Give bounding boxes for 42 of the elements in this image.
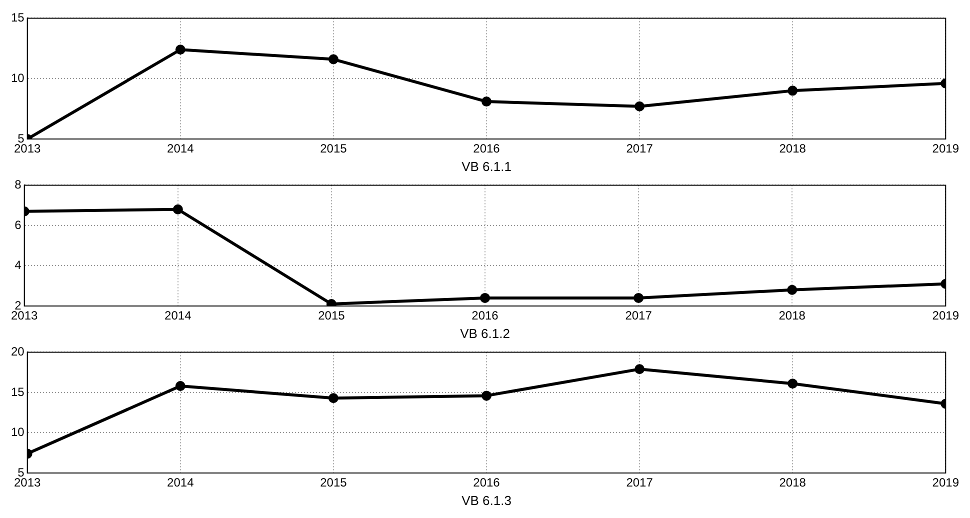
point [787,284,798,295]
point [634,292,644,303]
point [634,101,645,112]
point [480,292,490,303]
y-tick-label: 6 [14,218,22,232]
x-axis-title: VB 6.1.1 [462,158,512,174]
point [788,86,798,96]
x-tick-label: 2014 [164,308,192,323]
y-tick-label: 8 [14,178,22,192]
x-tick-label: 2016 [473,476,500,490]
point [634,364,645,374]
point [175,44,186,55]
y-tick-label: 15 [10,10,25,25]
point [788,378,798,389]
x-tick-label: 2017 [625,308,652,323]
x-tick-label: 2016 [472,308,499,323]
y-tick-label: 15 [10,384,25,399]
x-tick-label: 2018 [779,476,806,490]
y-tick-label: 20 [10,344,25,359]
y-tick-label: 10 [10,70,25,85]
y-tick-label: 10 [10,425,25,440]
x-tick-label: 2015 [318,308,346,323]
x-tick-label: 2018 [778,308,806,323]
x-tick-label: 2015 [320,476,348,490]
x-axis-title: VB 6.1.2 [460,326,510,341]
y-tick-label: 4 [14,258,22,272]
point [482,390,492,401]
x-tick-label: 2018 [779,142,806,156]
point [328,54,338,64]
point [482,96,492,107]
x-tick-label: 2019 [932,476,960,490]
x-axis-title: VB 6.1.3 [462,492,512,508]
x-tick-label: 2014 [167,142,194,156]
x-tick-label: 2019 [932,308,960,323]
x-tick-label: 2015 [320,142,348,156]
point [328,393,338,404]
x-tick-label: 2019 [932,142,960,156]
x-tick-label: 2016 [473,142,500,156]
x-tick-label: 2014 [167,476,194,490]
point [175,381,186,392]
x-tick-label: 2017 [626,142,654,156]
x-tick-label: 2017 [626,476,654,490]
